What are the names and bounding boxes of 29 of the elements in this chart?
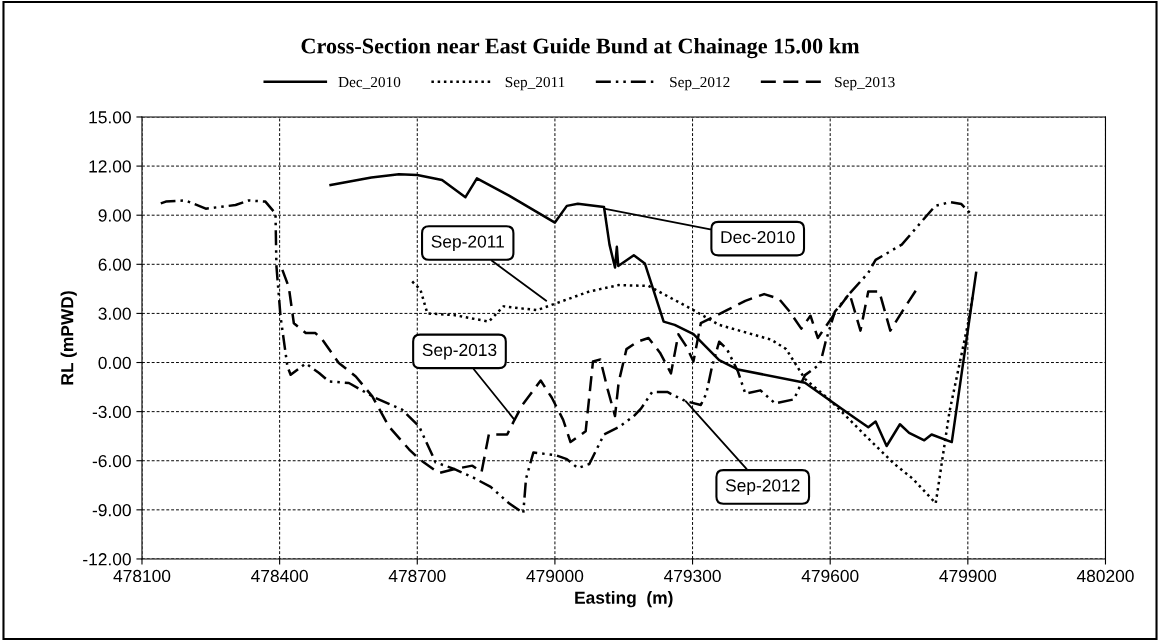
x-tick-label: 478100 <box>113 569 171 583</box>
annotation: Dec-2010 <box>721 230 795 244</box>
legend-label: Sep_2011 <box>505 76 565 91</box>
y-tick-label: -3.00 <box>92 405 131 419</box>
x-tick-label: 479600 <box>801 569 859 583</box>
annotation: Sep-2013 <box>422 343 497 360</box>
x-tick-label: 478400 <box>251 569 308 583</box>
x-tick-label: 479300 <box>663 569 721 583</box>
x-tick-label: 479900 <box>939 569 997 583</box>
y-tick-label: -6.00 <box>92 454 131 468</box>
legend-label: Sep_2013 <box>835 76 895 91</box>
y-tick-label: 6.00 <box>98 258 131 271</box>
legend-label: Dec_2010 <box>338 76 401 90</box>
y-tick-label: 12.00 <box>89 160 131 173</box>
y-tick-label: 3.00 <box>98 307 131 320</box>
chart-title: Cross-Section near East Guide Bund at Chainage 15.00 km <box>301 37 860 59</box>
y-tick-label: -9.00 <box>92 504 131 517</box>
y-tick-label: 0.00 <box>98 356 131 369</box>
annotation: Sep-2011 <box>431 235 504 252</box>
x-tick-label: 480200 <box>1076 569 1134 583</box>
y-tick-label: -12.00 <box>83 553 131 566</box>
x-tick-label: 479000 <box>526 569 584 583</box>
x-axis-title: Easting (m) <box>575 591 673 608</box>
legend-label: Sep_2012 <box>670 76 730 91</box>
y-axis-title: RL (mPWD) <box>60 291 77 385</box>
annotation: Sep-2012 <box>725 479 800 496</box>
y-tick-label: 9.00 <box>98 209 131 222</box>
y-tick-label: 15.00 <box>89 111 131 124</box>
x-tick-label: 478700 <box>388 569 446 583</box>
